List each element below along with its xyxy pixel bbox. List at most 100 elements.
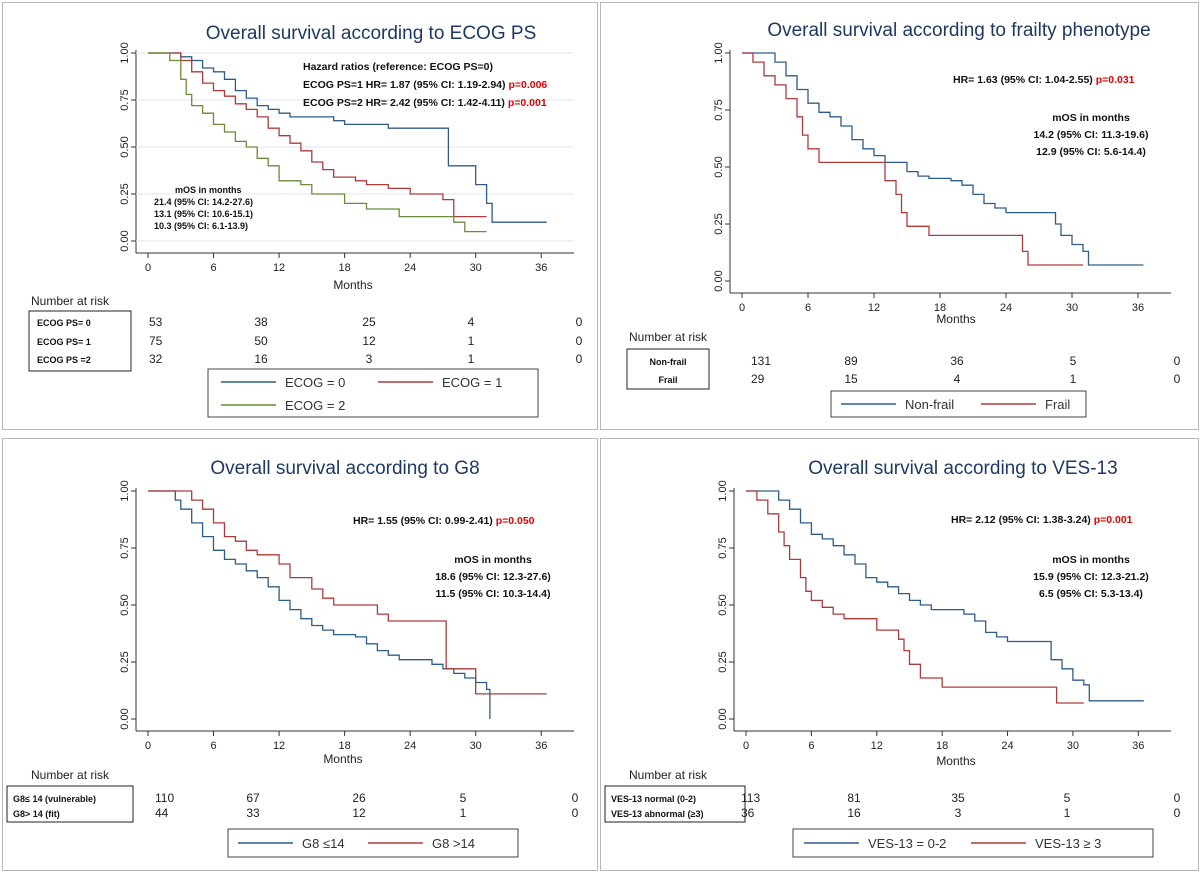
risk-count: 26 [352,791,366,805]
chart-title: Overall survival according to VES-13 [808,458,1117,479]
risk-count: 5 [460,791,467,805]
survival-curve-1 [746,490,1144,702]
x-tick-label: 30 [470,740,482,752]
chart-panel-ves13: Overall survival according to VES-13 0.00… [600,438,1199,871]
x-tick-label: 12 [273,740,285,752]
annotation-segment: HR= 1.55 (95% CI: 0.99-2.41) [353,515,496,527]
annotation-segment: p=0.050 [496,515,535,527]
risk-count: 36 [741,806,755,820]
y-tick-label: 0.25 [119,183,131,204]
x-tick-label: 0 [739,302,745,314]
risk-group-label: G8≤ 14 (vulnerable) [13,794,96,804]
legend-label: ECOG = 2 [285,398,345,413]
chart-panel-ecog: Overall survival according to ECOG PS 0.0… [2,2,598,430]
risk-count: 113 [741,791,760,805]
risk-count: 12 [352,806,366,820]
mos-value: 13.1 (95% CI: 10.6-15.1) [154,209,253,219]
risk-count: 33 [246,806,260,820]
risk-count: 0 [576,352,583,366]
risk-group-label: VES-13 abnormal (≥3) [611,809,703,819]
risk-count: 16 [254,352,268,366]
y-tick-label: 0.50 [119,136,131,157]
survival-curve-2 [742,52,1083,266]
survival-curve-1 [742,52,1144,266]
y-tick-label: 0.00 [119,708,131,729]
risk-group-label: ECOG PS= 0 [37,318,91,328]
mos-title: mOS in months [1052,112,1130,124]
hazard-ratio-annotation: Hazard ratios (reference: ECOG PS=0) [303,61,493,73]
legend-label: VES-13 = 0-2 [868,836,946,851]
mos-value: 11.5 (95% CI: 10.3-14.4) [436,588,551,600]
mos-title: mOS in months [454,554,532,566]
annotation-segment: p=0.006 [508,79,547,91]
annotation-segment: Hazard ratios (reference: ECOG PS=0) [303,61,493,73]
mos-value: 10.3 (95% CI: 6.1-13.9) [154,221,248,231]
hazard-ratio-annotation: ECOG PS=1 HR= 1.87 (95% CI: 1.19-2.94) p… [303,79,547,91]
risk-table-header: Number at risk [629,768,708,782]
y-tick-label: 1.00 [119,42,131,63]
x-tick-label: 12 [871,740,883,752]
annotation-segment: p=0.001 [1094,514,1133,526]
risk-group-box [604,785,746,823]
x-axis-label: Months [936,754,975,768]
y-tick-label: 0.50 [713,156,725,177]
risk-count: 38 [254,315,268,329]
risk-count: 15 [844,372,858,386]
risk-count: 81 [847,791,861,805]
x-tick-label: 36 [535,740,547,752]
legend-label: G8 >14 [432,836,475,851]
risk-count: 0 [1174,806,1181,820]
x-tick-label: 30 [1067,740,1079,752]
risk-group-label: VES-13 normal (0-2) [611,794,696,804]
risk-group-label: Frail [658,375,677,385]
risk-count: 0 [572,791,579,805]
risk-count: 0 [576,315,583,329]
legend-label: ECOG = 0 [285,375,345,390]
y-tick-label: 0.75 [119,89,131,110]
x-tick-label: 24 [404,262,416,274]
x-tick-label: 36 [1132,302,1144,314]
risk-table-header: Number at risk [629,330,708,344]
risk-count: 75 [149,334,163,348]
chart-ves13-svg: Overall survival according to VES-13 0.00… [604,458,1181,858]
y-tick-label: 1.00 [717,480,729,501]
x-tick-label: 18 [934,302,946,314]
x-tick-label: 18 [936,740,948,752]
y-tick-label: 0.00 [713,270,725,291]
y-tick-label: 1.00 [119,480,131,501]
x-tick-label: 24 [1000,302,1012,314]
risk-count: 131 [751,354,771,368]
chart-panel-g8: Overall survival according to G8 0.00 0.25… [2,438,598,871]
risk-count: 1 [460,806,467,820]
x-tick-label: 12 [868,302,880,314]
x-tick-label: 24 [404,740,416,752]
hazard-ratio-annotation: HR= 1.55 (95% CI: 0.99-2.41) p=0.050 [353,515,535,527]
risk-table-header: Number at risk [31,294,110,308]
risk-count: 1 [468,352,475,366]
risk-group-label: ECOG PS= 1 [37,337,91,347]
x-tick-label: 6 [210,262,216,274]
risk-group-box [626,348,710,390]
x-axis-label: Months [333,278,372,292]
annotation-segment: ECOG PS=2 HR= 2.42 (95% CI: 1.42-4.11) [303,97,508,109]
risk-group-label: Non-frail [650,357,687,367]
risk-count: 4 [468,315,475,329]
x-tick-label: 6 [808,740,814,752]
risk-count: 3 [955,806,962,820]
risk-count: 32 [149,352,163,366]
risk-count: 12 [362,334,376,348]
legend-label: G8 ≤14 [302,836,345,851]
x-axis-label: Months [936,312,975,326]
y-tick-label: 0.75 [717,537,729,558]
y-tick-label: 0.25 [717,651,729,672]
mos-value: 21.4 (95% CI: 14.2-27.6) [154,197,253,207]
legend-label: Non-frail [905,397,954,412]
risk-count: 1 [1070,372,1077,386]
risk-count: 0 [572,806,579,820]
annotation-segment: p=0.001 [508,97,547,109]
hazard-ratio-annotation: ECOG PS=2 HR= 2.42 (95% CI: 1.42-4.11) p… [303,97,547,109]
x-tick-label: 6 [210,740,216,752]
mos-value: 12.9 (95% CI: 5.6-14.4) [1036,146,1146,158]
mos-title: mOS in months [175,185,242,195]
y-tick-label: 0.25 [119,651,131,672]
